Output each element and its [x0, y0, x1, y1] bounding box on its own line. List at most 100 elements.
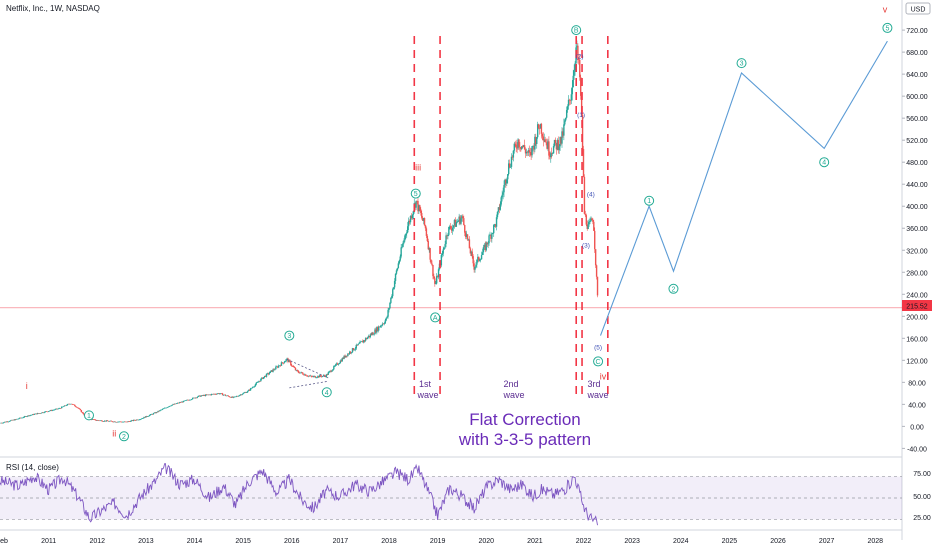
candle-body — [372, 332, 374, 335]
candle-body — [289, 360, 291, 362]
candle-body — [591, 218, 593, 221]
candle-body — [368, 335, 371, 337]
wave-marker-2: 2 — [668, 283, 679, 294]
candle-body — [580, 95, 583, 115]
candle-body — [286, 358, 288, 360]
candle-body — [226, 395, 228, 397]
candle-body — [197, 395, 199, 398]
candle-body — [353, 349, 356, 351]
candle-body — [257, 381, 259, 383]
candle-body — [52, 409, 55, 411]
candle-body — [495, 217, 498, 227]
candle-body — [572, 75, 574, 88]
candle-body — [371, 332, 373, 335]
candle-body — [154, 412, 156, 414]
wave-3-label-line2: wave — [586, 390, 608, 400]
candle-body — [267, 373, 270, 375]
candle-body — [336, 363, 339, 365]
candle-body — [408, 220, 411, 223]
candle-body — [102, 421, 104, 422]
candle-body — [458, 216, 460, 222]
candle-body — [199, 395, 201, 397]
candle-body — [333, 366, 335, 370]
candle-body — [324, 375, 327, 377]
time-axis[interactable]: eb 2011 2012 2013 2014 2015 2016 2017 2018 2019 20… — [0, 538, 883, 545]
wave-marker-3: 3 — [284, 330, 295, 341]
candle-body — [501, 194, 503, 198]
candle-body — [110, 420, 112, 422]
candle-body — [271, 370, 273, 372]
candle-body — [540, 123, 543, 134]
candle-body — [564, 120, 566, 125]
candle-body — [11, 419, 13, 421]
candle-body — [566, 106, 569, 111]
candle-body — [585, 215, 588, 225]
projection-path — [599, 40, 888, 336]
time-tick-label: eb — [0, 538, 8, 545]
candle-body — [332, 369, 334, 371]
candle-body — [35, 413, 38, 415]
candle-body — [204, 395, 206, 396]
candle-body — [364, 338, 367, 341]
candle-body — [538, 128, 541, 129]
candle-body — [108, 421, 111, 422]
candle-body — [173, 404, 175, 405]
wave-marker-text: C — [596, 359, 601, 366]
candle-body — [171, 404, 173, 406]
currency-badge[interactable]: USD — [905, 2, 931, 15]
candle-body — [248, 389, 251, 391]
candle-body — [46, 411, 49, 413]
candle-body — [129, 421, 131, 422]
candle-body — [234, 396, 237, 398]
candle-body — [146, 416, 148, 417]
candle-body — [588, 222, 590, 225]
candle-body — [487, 243, 489, 245]
candle-body — [498, 207, 501, 210]
candle-body — [41, 412, 43, 414]
price-tick-label: 280.00 — [906, 270, 928, 277]
candle-body — [268, 373, 271, 375]
candle-body — [249, 388, 252, 391]
candle-body — [503, 185, 505, 193]
candle-body — [445, 235, 447, 245]
time-tick-label: 2021 — [527, 538, 543, 545]
candle-body — [293, 367, 296, 369]
candle-body — [262, 377, 265, 379]
candle-body — [338, 363, 341, 365]
candle-body — [95, 420, 98, 421]
correction-subtitle: with 3-3-5 pattern — [458, 430, 591, 449]
candle-body — [568, 99, 571, 101]
candle-body — [421, 217, 424, 221]
candle-body — [405, 233, 407, 236]
candle-body — [363, 340, 366, 341]
candle-body — [474, 266, 476, 270]
candle-body — [556, 139, 559, 150]
candle-body — [343, 355, 345, 359]
candle-body — [472, 256, 474, 264]
candle-body — [258, 381, 260, 382]
triangle-upper-line — [286, 358, 329, 379]
candle-body — [357, 343, 359, 346]
candle-body — [166, 407, 169, 408]
candle-body — [391, 296, 393, 298]
candle-body — [21, 417, 24, 419]
candle-body — [184, 400, 186, 402]
price-axis[interactable]: 720.00 680.00 640.00 600.00 560.00 520.00 480.… — [902, 28, 928, 453]
candle-body — [285, 359, 287, 362]
candle-body — [347, 353, 349, 357]
candle-body — [354, 348, 357, 350]
candle-body — [367, 335, 370, 338]
candle-body — [103, 421, 105, 422]
candle-body — [569, 100, 572, 101]
candle-body — [251, 387, 254, 389]
candle-body — [236, 396, 239, 397]
candle-body — [62, 406, 65, 407]
candle-body — [68, 403, 70, 405]
candle-body — [511, 156, 514, 158]
candle-body — [18, 418, 20, 420]
candle-body — [150, 414, 153, 415]
candle-body — [319, 375, 321, 378]
candle-body — [211, 393, 213, 395]
candle-body — [131, 420, 133, 421]
candle-body — [136, 419, 139, 421]
